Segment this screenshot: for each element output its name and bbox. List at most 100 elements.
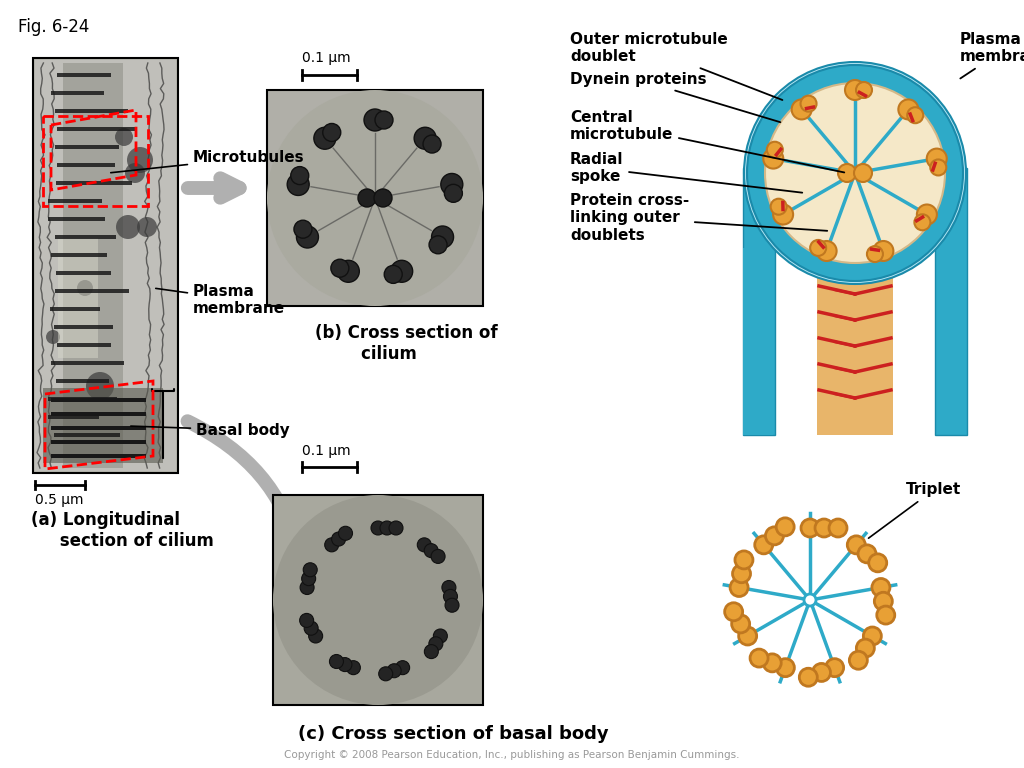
Circle shape <box>847 536 865 554</box>
Circle shape <box>364 109 386 131</box>
Circle shape <box>744 62 966 284</box>
Circle shape <box>867 246 883 262</box>
Circle shape <box>303 563 317 577</box>
Bar <box>51 412 146 416</box>
Circle shape <box>330 654 343 668</box>
Circle shape <box>137 217 157 237</box>
Circle shape <box>358 189 376 207</box>
Circle shape <box>776 518 795 536</box>
Bar <box>267 90 483 306</box>
Bar <box>55 289 129 293</box>
Circle shape <box>314 127 336 149</box>
Circle shape <box>267 90 483 306</box>
Circle shape <box>418 538 431 552</box>
Text: Copyright © 2008 Pearson Education, Inc., publishing as Pearson Benjamin Cumming: Copyright © 2008 Pearson Education, Inc.… <box>285 750 739 760</box>
Circle shape <box>849 651 867 669</box>
Text: (b) Cross section of
        cilium: (b) Cross section of cilium <box>315 324 498 362</box>
Circle shape <box>863 627 882 645</box>
Bar <box>54 325 113 329</box>
Bar <box>51 361 124 365</box>
Bar <box>56 271 111 275</box>
Circle shape <box>445 598 459 612</box>
Circle shape <box>374 189 392 207</box>
Bar <box>57 163 115 167</box>
Circle shape <box>825 659 844 677</box>
Bar <box>56 379 109 383</box>
Bar <box>55 109 128 113</box>
Text: Plasma
membrane: Plasma membrane <box>961 32 1024 78</box>
Circle shape <box>423 135 441 153</box>
Circle shape <box>424 644 438 659</box>
Circle shape <box>86 372 114 400</box>
Circle shape <box>766 527 783 545</box>
Bar <box>35 60 176 471</box>
Circle shape <box>395 660 410 674</box>
Bar <box>57 343 111 347</box>
Circle shape <box>746 65 963 281</box>
Circle shape <box>873 241 893 261</box>
Bar <box>48 415 99 419</box>
Bar <box>56 181 132 185</box>
Circle shape <box>127 147 153 173</box>
Circle shape <box>804 594 816 606</box>
Bar <box>273 495 483 705</box>
Circle shape <box>387 664 401 677</box>
Bar <box>51 253 106 257</box>
Bar <box>54 433 120 437</box>
Circle shape <box>331 260 349 277</box>
Circle shape <box>858 545 876 563</box>
Circle shape <box>816 241 837 261</box>
Circle shape <box>763 654 781 672</box>
Circle shape <box>323 124 341 141</box>
Circle shape <box>731 615 750 633</box>
Circle shape <box>391 260 413 283</box>
Bar <box>50 307 100 311</box>
Circle shape <box>371 521 385 535</box>
Text: Protein cross-
linking outer
doublets: Protein cross- linking outer doublets <box>570 193 827 243</box>
Circle shape <box>845 80 865 100</box>
Bar <box>935 168 967 435</box>
Circle shape <box>291 167 309 184</box>
Circle shape <box>116 215 140 239</box>
Circle shape <box>389 521 403 535</box>
Bar <box>48 199 102 203</box>
Text: Triplet: Triplet <box>868 482 962 538</box>
Circle shape <box>810 240 826 256</box>
Circle shape <box>431 549 445 564</box>
Circle shape <box>868 554 887 572</box>
Bar <box>51 426 146 430</box>
Circle shape <box>287 174 309 195</box>
Bar <box>58 238 98 358</box>
Bar <box>817 178 893 435</box>
Text: (c) Cross section of basal body: (c) Cross section of basal body <box>298 725 608 743</box>
Circle shape <box>725 603 742 621</box>
Circle shape <box>829 519 847 537</box>
Circle shape <box>442 581 456 594</box>
Bar <box>743 168 775 435</box>
Bar <box>43 388 163 463</box>
Circle shape <box>874 592 892 611</box>
Circle shape <box>930 160 946 175</box>
Circle shape <box>273 495 483 705</box>
Circle shape <box>776 659 795 677</box>
Circle shape <box>443 589 458 604</box>
Circle shape <box>763 148 783 169</box>
Circle shape <box>332 532 346 546</box>
Circle shape <box>815 519 833 537</box>
Circle shape <box>325 538 339 552</box>
Circle shape <box>429 637 442 650</box>
Circle shape <box>300 581 314 594</box>
Circle shape <box>916 204 937 224</box>
Circle shape <box>46 330 60 344</box>
Circle shape <box>414 127 436 149</box>
Text: 0.1 μm: 0.1 μm <box>302 51 350 65</box>
Circle shape <box>308 629 323 643</box>
Circle shape <box>297 226 318 248</box>
Circle shape <box>346 660 360 674</box>
Bar <box>33 58 178 473</box>
Text: Microtubules: Microtubules <box>111 151 304 173</box>
Circle shape <box>735 551 753 569</box>
Circle shape <box>871 578 890 597</box>
Bar <box>57 73 111 77</box>
Circle shape <box>375 111 393 129</box>
